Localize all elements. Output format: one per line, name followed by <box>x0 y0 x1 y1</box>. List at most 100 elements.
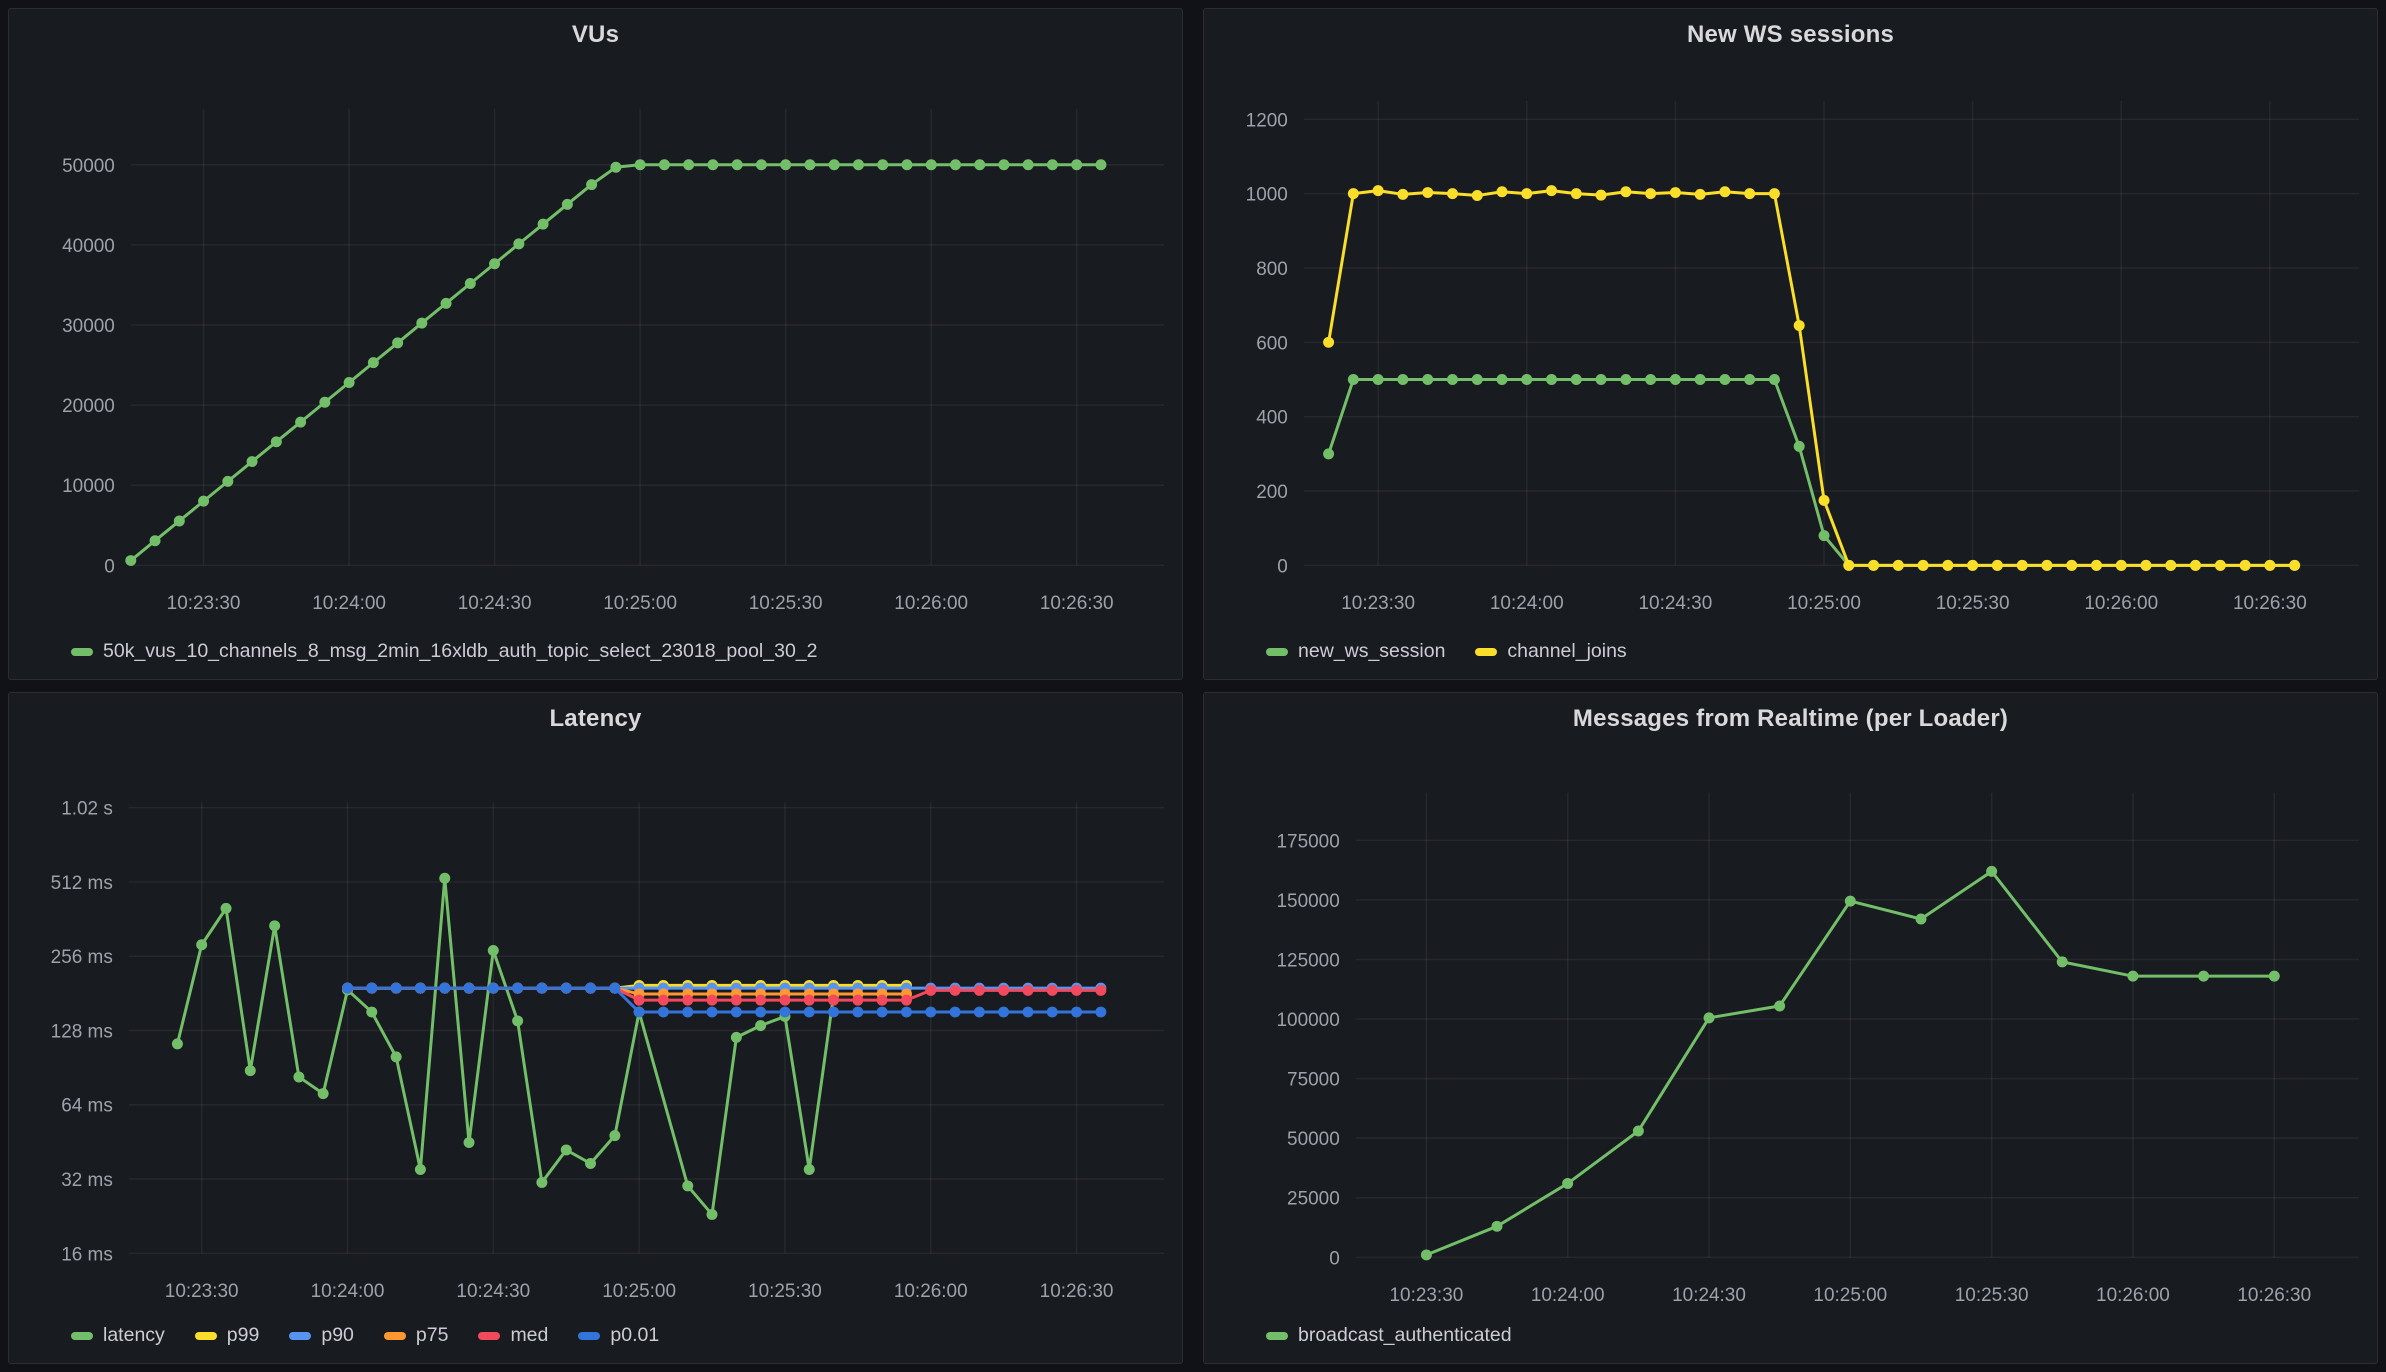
series-50k_vus_10_channels_8_msg_2min_16xldb_auth_topic_select_23018_pool_30_2-point[interactable] <box>440 297 452 309</box>
series-new_ws_session-point[interactable] <box>1768 374 1780 385</box>
series-p0.01-point[interactable] <box>633 1006 645 1018</box>
series-50k_vus_10_channels_8_msg_2min_16xldb_auth_topic_select_23018_pool_30_2-point[interactable] <box>246 456 258 468</box>
series-p0.01-point[interactable] <box>487 982 499 994</box>
series-p0.01-point[interactable] <box>463 982 475 994</box>
legend-item-p0.01[interactable]: p0.01 <box>578 1324 659 1347</box>
series-50k_vus_10_channels_8_msg_2min_16xldb_auth_topic_select_23018_pool_30_2-point[interactable] <box>270 436 282 448</box>
series-p0.01-point[interactable] <box>342 982 354 994</box>
series-latency-point[interactable] <box>463 1137 475 1149</box>
series-50k_vus_10_channels_8_msg_2min_16xldb_auth_topic_select_23018_pool_30_2-point[interactable] <box>974 159 986 171</box>
series-p0.01-point[interactable] <box>512 982 524 994</box>
series-latency-point[interactable] <box>585 1158 596 1169</box>
series-50k_vus_10_channels_8_msg_2min_16xldb_auth_topic_select_23018_pool_30_2-point[interactable] <box>925 159 937 171</box>
series-channel_joins-point[interactable] <box>1793 320 1805 332</box>
legend-item-p90[interactable]: p90 <box>289 1324 354 1347</box>
series-channel_joins-point[interactable] <box>1694 188 1706 200</box>
panel-title-vus[interactable]: VUs <box>571 21 620 48</box>
series-p0.01-point[interactable] <box>682 1006 694 1018</box>
series-p0.01-point[interactable] <box>585 982 596 994</box>
vus-chart[interactable]: 10:23:30 10:24:00 10:24:30 10:25:00 10:25:30… <box>9 9 1182 679</box>
series-latency-point[interactable] <box>512 1015 524 1027</box>
series-channel_joins-point[interactable] <box>1595 189 1607 201</box>
series-channel_joins-point[interactable] <box>2115 559 2127 571</box>
series-new_ws_session-point[interactable] <box>1669 374 1681 385</box>
series-latency-point[interactable] <box>220 902 232 914</box>
legend-item-p75[interactable]: p75 <box>383 1324 448 1347</box>
series-50k_vus_10_channels_8_msg_2min_16xldb_auth_topic_select_23018_pool_30_2-point[interactable] <box>852 159 864 171</box>
series-latency-point[interactable] <box>390 1051 402 1063</box>
series-p0.01-point[interactable] <box>852 1006 864 1018</box>
series-new_ws_session-point[interactable] <box>1496 374 1508 385</box>
series-p0.01-point[interactable] <box>803 1006 815 1018</box>
series-broadcast_authenticated-point[interactable] <box>1703 1012 1715 1024</box>
series-p0.01-point[interactable] <box>949 1006 961 1018</box>
series-50k_vus_10_channels_8_msg_2min_16xldb_auth_topic_select_23018_pool_30_2-point[interactable] <box>513 238 525 250</box>
series-channel_joins-point[interactable] <box>1323 336 1335 348</box>
series-new_ws_session-point[interactable] <box>1471 374 1483 385</box>
series-channel_joins-point[interactable] <box>2090 559 2102 571</box>
series-med-point[interactable] <box>900 994 912 1006</box>
series-latency-point[interactable] <box>414 1163 426 1175</box>
series-latency-point[interactable] <box>706 1208 718 1220</box>
series-50k_vus_10_channels_8_msg_2min_16xldb_auth_topic_select_23018_pool_30_2-point[interactable] <box>658 159 670 171</box>
series-channel_joins-point[interactable] <box>1570 188 1582 200</box>
series-p0.01-point[interactable] <box>1022 1006 1034 1018</box>
series-p0.01-point[interactable] <box>536 982 548 994</box>
series-p0.01-point[interactable] <box>876 1006 888 1018</box>
series-p0.01-point[interactable] <box>609 982 621 994</box>
panel-title-latency[interactable]: Latency <box>549 705 642 732</box>
series-p0.01-point[interactable] <box>925 1006 937 1018</box>
series-50k_vus_10_channels_8_msg_2min_16xldb_auth_topic_select_23018_pool_30_2-point[interactable] <box>125 555 137 567</box>
series-channel_joins-point[interactable] <box>1967 559 1979 571</box>
series-50k_vus_10_channels_8_msg_2min_16xldb_auth_topic_select_23018_pool_30_2-point[interactable] <box>586 179 598 191</box>
series-new_ws_session-point[interactable] <box>1620 374 1632 385</box>
legend-item-p99[interactable]: p99 <box>194 1324 259 1347</box>
series-p0.01-point[interactable] <box>973 1006 985 1018</box>
series-50k_vus_10_channels_8_msg_2min_16xldb_auth_topic_select_23018_pool_30_2-point[interactable] <box>295 416 307 428</box>
series-broadcast_authenticated-point[interactable] <box>2198 970 2210 982</box>
series-channel_joins-point[interactable] <box>2066 559 2078 571</box>
series-channel_joins-point[interactable] <box>1397 188 1409 200</box>
series-channel_joins-point[interactable] <box>1991 559 2003 571</box>
series-med-point[interactable] <box>657 994 669 1006</box>
series-p0.01-point[interactable] <box>390 982 402 994</box>
series-broadcast_authenticated-point[interactable] <box>2056 956 2068 968</box>
series-latency-point[interactable] <box>755 1020 767 1032</box>
series-new_ws_session-point[interactable] <box>1422 374 1434 385</box>
series-channel_joins-point[interactable] <box>1446 188 1458 200</box>
series-channel_joins-point[interactable] <box>1669 187 1681 199</box>
series-50k_vus_10_channels_8_msg_2min_16xldb_auth_topic_select_23018_pool_30_2-point[interactable] <box>367 357 379 369</box>
series-med-point[interactable] <box>973 984 985 996</box>
series-broadcast_authenticated-point[interactable] <box>1632 1125 1644 1137</box>
series-latency-point[interactable] <box>317 1088 329 1100</box>
legend-item-50k_vus_10_channels_8_msg_2min_16xldb_auth_topic_select_23018_pool_30_2[interactable]: 50k_vus_10_channels_8_msg_2min_16xldb_au… <box>71 640 817 663</box>
series-new_ws_session-point[interactable] <box>1818 530 1830 542</box>
series-50k_vus_10_channels_8_msg_2min_16xldb_auth_topic_select_23018_pool_30_2-point[interactable] <box>561 198 573 210</box>
series-50k_vus_10_channels_8_msg_2min_16xldb_auth_topic_select_23018_pool_30_2-point[interactable] <box>610 161 622 173</box>
series-50k_vus_10_channels_8_msg_2min_16xldb_auth_topic_select_23018_pool_30_2-point[interactable] <box>731 159 743 171</box>
series-50k_vus_10_channels_8_msg_2min_16xldb_auth_topic_select_23018_pool_30_2-point[interactable] <box>780 159 792 171</box>
series-med-point[interactable] <box>852 994 864 1006</box>
series-50k_vus_10_channels_8_msg_2min_16xldb_auth_topic_select_23018_pool_30_2-point[interactable] <box>683 159 695 171</box>
series-channel_joins-point[interactable] <box>1645 188 1657 200</box>
messages-from-realtime-chart[interactable]: 10:23:30 10:24:00 10:24:30 10:25:00 10:25:30… <box>1204 693 2377 1363</box>
series-channel_joins-point[interactable] <box>1818 494 1830 506</box>
series-50k_vus_10_channels_8_msg_2min_16xldb_auth_topic_select_23018_pool_30_2-point[interactable] <box>489 258 501 270</box>
series-50k_vus_10_channels_8_msg_2min_16xldb_auth_topic_select_23018_pool_30_2-point[interactable] <box>1022 159 1034 171</box>
series-new_ws_session-point[interactable] <box>1372 374 1384 385</box>
series-new_ws_session-point[interactable] <box>1694 374 1706 385</box>
series-new_ws_session-point[interactable] <box>1546 374 1557 385</box>
series-latency-point[interactable] <box>269 920 281 932</box>
series-channel_joins-point[interactable] <box>1942 559 1954 571</box>
series-p0.01-point[interactable] <box>366 982 378 994</box>
series-50k_vus_10_channels_8_msg_2min_16xldb_auth_topic_select_23018_pool_30_2-point[interactable] <box>173 515 185 527</box>
series-p0.01-point[interactable] <box>1095 1006 1107 1018</box>
series-channel_joins-point[interactable] <box>1471 190 1483 202</box>
series-med-point[interactable] <box>755 994 767 1006</box>
series-latency-point[interactable] <box>366 1006 378 1018</box>
series-channel_joins-point[interactable] <box>1422 187 1434 199</box>
legend-item-latency[interactable]: latency <box>71 1324 165 1347</box>
series-50k_vus_10_channels_8_msg_2min_16xldb_auth_topic_select_23018_pool_30_2-point[interactable] <box>634 159 646 171</box>
series-50k_vus_10_channels_8_msg_2min_16xldb_auth_topic_select_23018_pool_30_2-point[interactable] <box>877 159 889 171</box>
series-channel_joins-point[interactable] <box>1347 188 1359 200</box>
